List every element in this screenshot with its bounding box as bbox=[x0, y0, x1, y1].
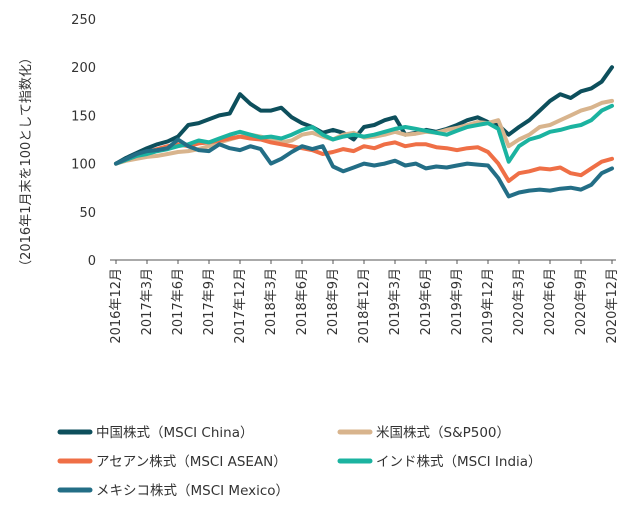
x-tick-label: 2018年12月 bbox=[357, 268, 372, 344]
series-line-2 bbox=[114, 134, 614, 183]
y-tick-label: 0 bbox=[88, 254, 96, 269]
x-tick-label: 2019年3月 bbox=[388, 268, 403, 335]
x-tick-label: 2017年9月 bbox=[202, 268, 217, 335]
x-tick-label: 2020年3月 bbox=[512, 268, 527, 335]
x-tick-label: 2019年6月 bbox=[419, 268, 434, 335]
legend-label-1: 米国株式（S&P500） bbox=[376, 425, 510, 441]
legend-label-2: アセアン株式（MSCI ASEAN） bbox=[96, 454, 287, 470]
y-tick-label: 250 bbox=[71, 13, 96, 28]
x-tick-label: 2017年12月 bbox=[233, 268, 248, 344]
legend-label-4: メキシコ株式（MSCI Mexico） bbox=[96, 483, 289, 499]
y-axis-label: （2016年1月末を100として指数化） bbox=[19, 51, 34, 273]
x-tick-label: 2020年6月 bbox=[543, 268, 558, 335]
x-tick-label: 2018年3月 bbox=[264, 268, 279, 335]
y-tick-label: 100 bbox=[71, 158, 96, 173]
x-tick-label: 2017年6月 bbox=[171, 268, 186, 335]
legend: 中国株式（MSCI China） 米国株式（S&P500） アセアン株式（MSCI … bbox=[57, 425, 542, 499]
legend-label-0: 中国株式（MSCI China） bbox=[96, 425, 253, 441]
x-tick-label: 2017年3月 bbox=[140, 268, 155, 335]
x-tick-label: 2019年12月 bbox=[481, 268, 496, 344]
series-line-4 bbox=[114, 137, 614, 199]
x-tick-label: 2020年12月 bbox=[605, 268, 620, 344]
x-axis-ticks: 2016年12月 2017年3月 2017年6月 2017年9月 2017年12月 201… bbox=[109, 260, 620, 344]
x-tick-label: 2016年12月 bbox=[109, 268, 124, 344]
series-lines bbox=[114, 65, 614, 199]
y-tick-label: 150 bbox=[71, 109, 96, 124]
x-tick-label: 2020年9月 bbox=[574, 268, 589, 335]
series-line-0 bbox=[114, 65, 614, 166]
x-tick-label: 2018年6月 bbox=[295, 268, 310, 335]
x-tick-label: 2018年9月 bbox=[326, 268, 341, 335]
legend-label-3: インド株式（MSCI India） bbox=[376, 454, 542, 470]
y-tick-label: 50 bbox=[79, 206, 96, 221]
y-tick-label: 200 bbox=[71, 61, 96, 76]
x-tick-label: 2019年9月 bbox=[450, 268, 465, 335]
series-line-3 bbox=[114, 103, 614, 166]
y-axis-ticks: 0 50 100 150 200 250 bbox=[71, 13, 96, 269]
